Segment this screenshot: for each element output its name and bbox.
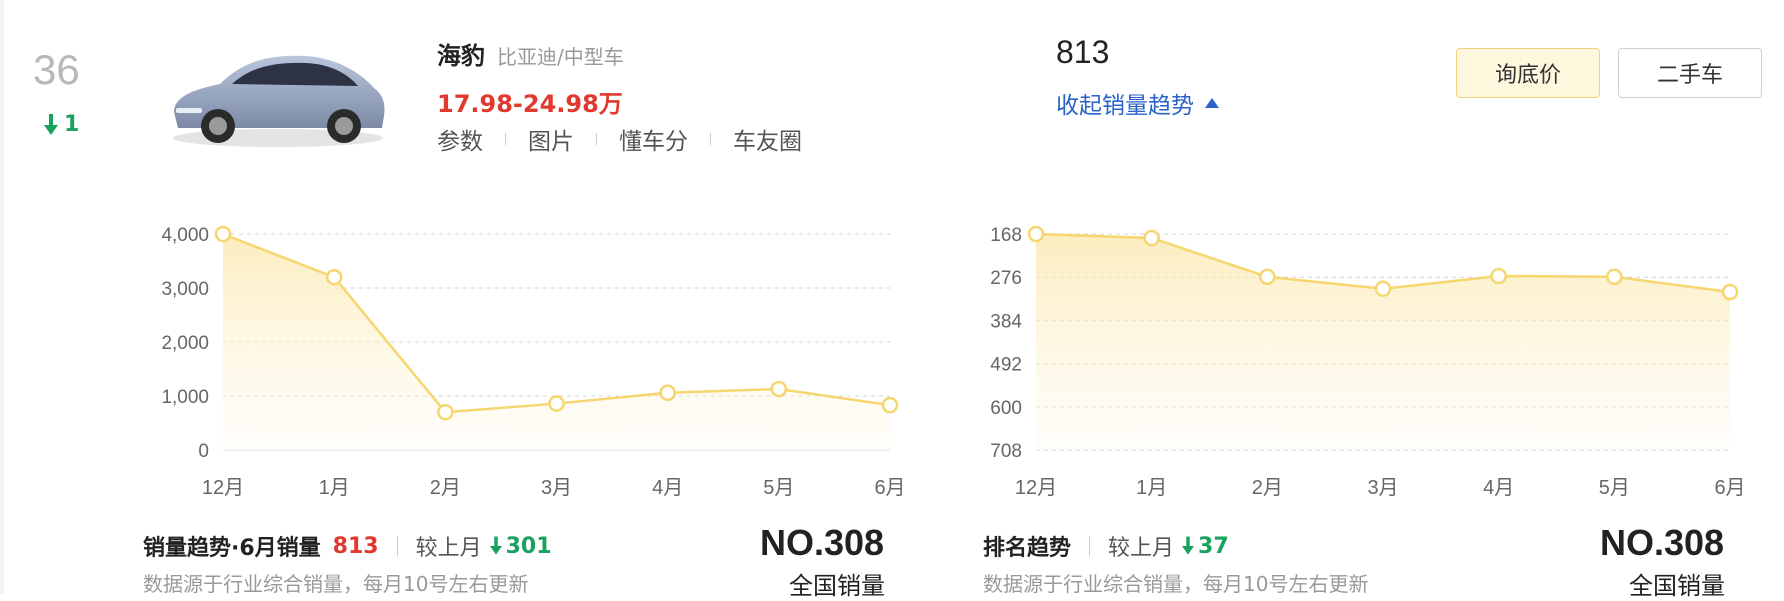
rank-national-label: 全国销量 [1629,572,1725,600]
sales-trend-value: 813 [332,533,379,559]
sales-trend-header: 销量趋势·6月销量 813 较上月 301 [143,530,552,562]
data-point[interactable] [1027,225,1045,243]
y-tick-label: 2,000 [161,333,209,354]
link-params[interactable]: 参数 [437,129,483,155]
collapse-trend-label: 收起销量趋势 [1056,93,1194,119]
x-tick-label: 3月 [541,477,572,499]
y-tick-label: 0 [198,441,209,462]
x-tick-label: 5月 [1599,477,1630,499]
rank-mom-label: 较上月 [1108,536,1175,561]
divider [1089,536,1091,556]
collapse-trend-toggle[interactable]: 收起销量趋势 [1056,86,1220,120]
data-point[interactable] [1721,283,1739,301]
x-tick-label: 4月 [652,477,683,499]
data-point[interactable] [1143,229,1160,247]
rank-trend-chart: 168 276 384 492 600 708 12月 1月 2月 3月 4月 5月 6月 [990,225,1745,499]
data-point[interactable] [1259,268,1276,286]
left-edge-strip [0,0,4,594]
data-point[interactable] [659,384,676,402]
divider [396,536,398,556]
x-tick-label: 2月 [430,477,461,499]
sales-trend-chart: 4,000 3,000 2,000 1,000 0 12月 1月 2月 3月 4月 5月 6月 [161,225,905,499]
sales-trend-title: 销量趋势·6月销量 [143,536,321,561]
car-links: 参数 图片 懂车分 车友圈 [437,122,802,156]
x-tick-label: 6月 [1714,477,1745,499]
y-tick-label: 168 [990,225,1022,246]
rank-trend-title: 排名趋势 [983,536,1072,561]
arrow-down-icon [1182,536,1195,555]
link-images[interactable]: 图片 [528,129,574,155]
x-tick-label: 1月 [1136,477,1167,499]
sales-mom-label: 较上月 [415,536,482,561]
car-title: 海豹 比亚迪/中型车 [437,36,624,71]
link-score[interactable]: 懂车分 [619,129,688,155]
rank-trend-header: 排名趋势 较上月 37 [983,530,1229,562]
rank-number: 36 [33,46,80,93]
rank-data-note: 数据源于行业综合销量，每月10号左右更新 [983,572,1369,596]
sales-mom-value: 301 [505,533,552,559]
car-image[interactable] [160,32,390,152]
car-price: 17.98-24.98万 [437,90,623,118]
y-tick-label: 492 [990,355,1022,376]
series-area [223,234,890,450]
arrow-down-icon [489,536,502,555]
y-tick-label: 708 [990,441,1022,462]
x-tick-label: 1月 [319,477,350,499]
inquiry-price-button[interactable]: 询底价 [1456,48,1600,98]
used-car-button[interactable]: 二手车 [1618,48,1762,98]
x-tick-label: 3月 [1367,477,1398,499]
rank-change: 1 [44,112,79,137]
link-divider [710,133,711,145]
data-point[interactable] [1606,268,1623,286]
y-tick-label: 384 [990,311,1022,332]
x-tick-label: 5月 [763,477,794,499]
sales-number: 813 [1056,34,1110,70]
data-point[interactable] [770,380,788,398]
y-tick-label: 4,000 [161,225,209,246]
y-tick-label: 1,000 [161,387,209,408]
x-tick-label: 2月 [1252,477,1283,499]
x-tick-label: 4月 [1483,477,1514,499]
data-point[interactable] [548,395,565,412]
rank-national-rank: NO.308 [1600,522,1725,563]
triangle-up-icon [1205,98,1219,108]
link-divider [505,133,506,145]
y-tick-label: 600 [990,398,1022,419]
x-tick-label: 12月 [202,477,244,499]
car-brand-class: 比亚迪/中型车 [497,45,624,69]
sales-national-label: 全国销量 [789,572,885,600]
sales-mom-change: 301 [489,533,552,559]
y-tick-label: 3,000 [161,279,209,300]
rank-change-value: 1 [64,112,80,137]
data-point[interactable] [881,396,899,414]
rank-mom-change: 37 [1182,534,1229,559]
series-area [1036,234,1730,450]
data-point[interactable] [214,225,232,243]
car-name[interactable]: 海豹 [437,42,485,70]
data-point[interactable] [1374,280,1392,298]
data-point[interactable] [1490,267,1507,285]
sales-national-rank: NO.308 [760,522,885,563]
x-tick-label: 12月 [1015,477,1057,499]
sales-data-note: 数据源于行业综合销量，每月10号左右更新 [143,572,529,596]
data-point[interactable] [437,403,454,421]
link-community[interactable]: 车友圈 [733,129,802,155]
data-point[interactable] [325,268,343,286]
rank-mom-value: 37 [1198,533,1229,559]
car-icon [173,55,385,147]
link-divider [596,133,597,145]
y-tick-label: 276 [990,268,1022,289]
arrow-down-icon [44,113,58,135]
x-tick-label: 6月 [874,477,905,499]
